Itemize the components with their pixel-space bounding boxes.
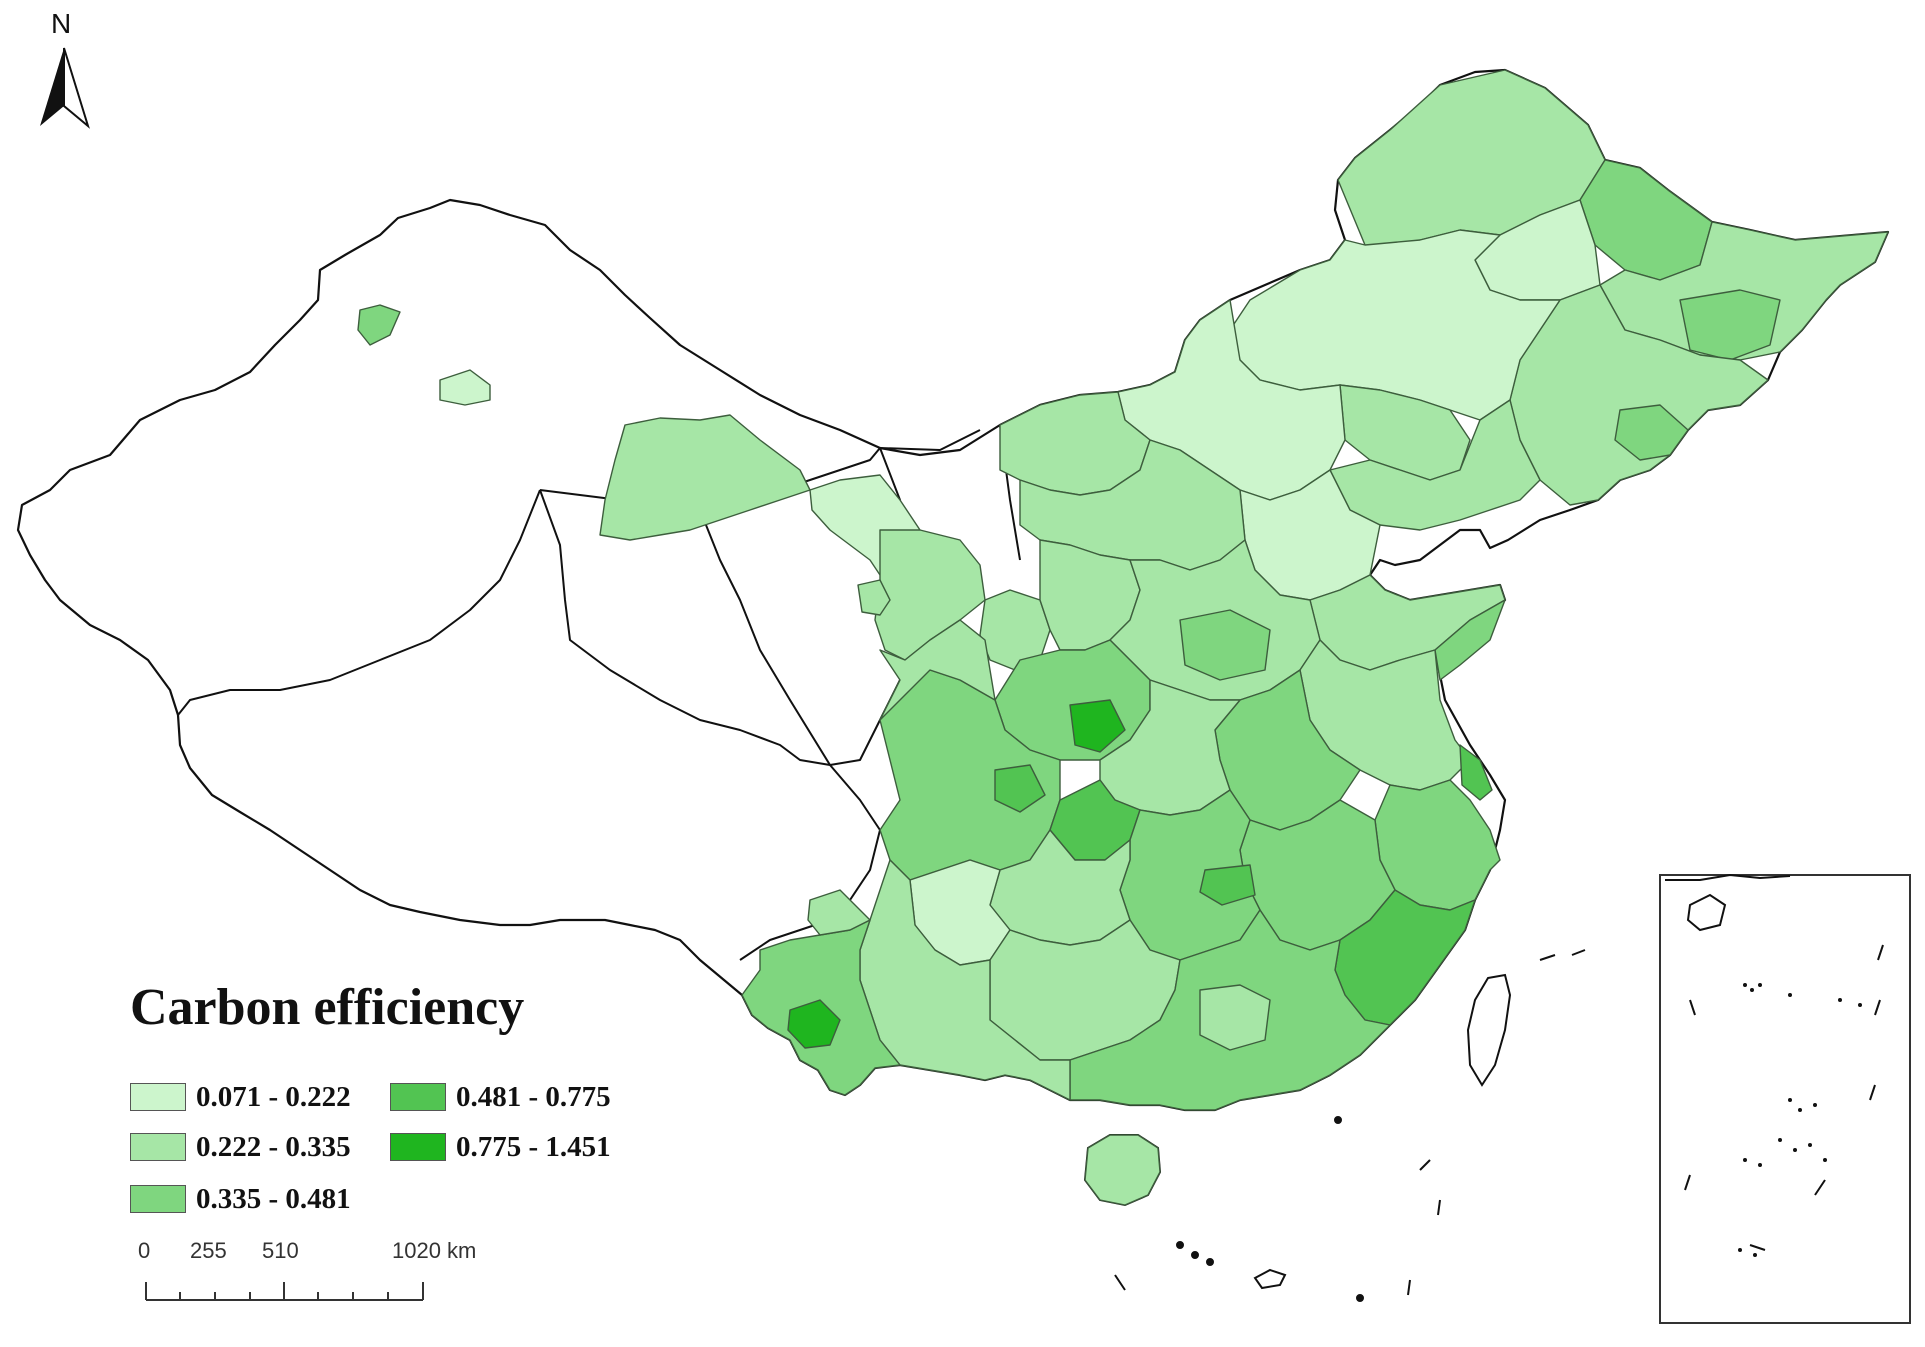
- region-henan-dark: [1179, 609, 1271, 681]
- region-jiangsu-dark: [1459, 744, 1493, 801]
- legend-label-2: 0.222 - 0.335: [196, 1130, 351, 1163]
- legend-item-5: 0.775 - 1.451: [390, 1128, 611, 1166]
- region-dark-xishuangbanna: [787, 999, 841, 1049]
- region-isolated-xinjiang-1: [357, 304, 401, 346]
- region-isolated-xinjiang-2: [439, 369, 491, 406]
- scale-label-0: 0: [138, 1238, 151, 1263]
- region-yunnan-north: [807, 889, 871, 936]
- scale-label-255: 255: [190, 1238, 227, 1263]
- north-arrow-icon: [40, 47, 90, 129]
- region-sichuan-light: [879, 619, 996, 721]
- legend-label-4: 0.481 - 0.775: [456, 1080, 611, 1113]
- legend-swatch-1: [130, 1083, 186, 1111]
- region-dark-changsha: [1199, 864, 1256, 906]
- legend-item-3: 0.335 - 0.481: [130, 1180, 351, 1218]
- scale-label-510: 510: [262, 1238, 299, 1263]
- north-label: N: [51, 8, 72, 39]
- legend-swatch-4: [390, 1083, 446, 1111]
- legend-item-4: 0.481 - 0.775: [390, 1078, 611, 1116]
- legend-label-1: 0.071 - 0.222: [196, 1080, 351, 1113]
- region-liaoning-dark: [1614, 404, 1689, 461]
- legend-swatch-2: [130, 1133, 186, 1161]
- region-dark-chengdu: [994, 764, 1046, 813]
- legend-swatch-3: [130, 1185, 186, 1213]
- legend-swatch-5: [390, 1133, 446, 1161]
- scale-label-1020: 1020 km: [392, 1238, 477, 1263]
- legend-item-2: 0.222 - 0.335: [130, 1128, 351, 1166]
- region-xinjiang-hami: [599, 414, 811, 541]
- legend-label-5: 0.775 - 1.451: [456, 1130, 611, 1163]
- region-shandong-coast: [1434, 599, 1506, 681]
- legend-label-3: 0.335 - 0.481: [196, 1182, 351, 1215]
- south-sea-islands: [1114, 949, 1586, 1302]
- region-dark-hanzhong: [1069, 699, 1126, 753]
- taiwan-island: [1466, 973, 1512, 1087]
- region-guangdong-light: [1199, 984, 1271, 1051]
- legend-title: Carbon efficiency: [130, 979, 525, 1036]
- region-jilin-dark: [1679, 289, 1781, 361]
- prefecture-regions: [357, 69, 1889, 1206]
- south-china-sea-inset: [1659, 873, 1911, 1324]
- region-isolated-qinghai: [857, 579, 891, 616]
- region-beijing-tianjin: [1329, 399, 1541, 531]
- region-hainan: [1084, 1134, 1161, 1206]
- scale-bar: [145, 1282, 424, 1301]
- legend-item-1: 0.071 - 0.222: [130, 1078, 351, 1116]
